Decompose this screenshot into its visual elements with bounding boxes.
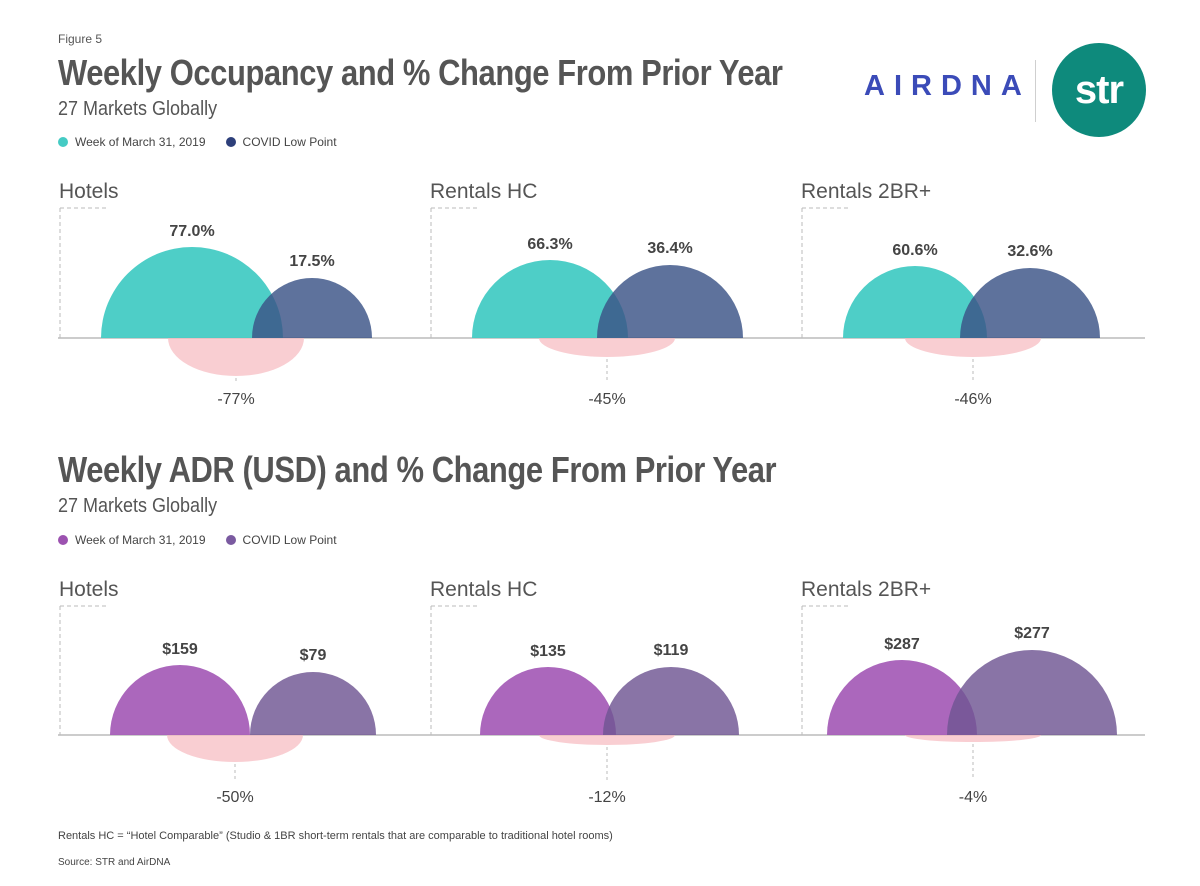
baseline-semicircle (101, 247, 283, 338)
baseline-semicircle (110, 665, 250, 735)
airdna-logo: AIRDNA (864, 70, 1031, 102)
change-ellipse (539, 735, 675, 745)
legend-item-low: COVID Low Point (225, 533, 337, 547)
legend-teal-dot-icon (58, 137, 68, 147)
low-point-value-label: 36.4% (647, 240, 692, 257)
figure-label: Figure 5 (58, 32, 103, 46)
baseline-semicircle (827, 660, 977, 735)
legend-label: COVID Low Point (242, 533, 337, 547)
low-point-value-label: $79 (300, 647, 327, 664)
change-ellipse (539, 338, 675, 357)
str-logo: str (1052, 43, 1146, 137)
low-point-value-label: $119 (654, 642, 689, 659)
legend-label: COVID Low Point (242, 135, 337, 149)
occupancy-legend: Week of March 31, 2019 COVID Low Point (58, 135, 357, 149)
low-point-semicircle (960, 268, 1100, 338)
baseline-semicircle (843, 266, 987, 338)
occupancy-chart-title: Weekly Occupancy and % Change From Prior… (58, 52, 783, 93)
legend-dark-purple-dot-icon (225, 535, 236, 545)
adr-chart-subtitle: 27 Markets Globally (58, 495, 218, 517)
low-point-semicircle (947, 650, 1117, 735)
baseline-value-label: 60.6% (892, 242, 937, 259)
panel-title: Hotels (59, 578, 119, 601)
change-ellipse (168, 338, 304, 376)
legend-item-baseline: Week of March 31, 2019 (58, 135, 206, 149)
legend-purple-dot-icon (58, 535, 68, 545)
panel-title: Rentals 2BR+ (801, 578, 931, 601)
change-label: -46% (954, 391, 991, 408)
change-ellipse (167, 735, 303, 762)
low-point-semicircle (597, 265, 743, 338)
change-label: -45% (588, 391, 625, 408)
change-label: -77% (217, 391, 254, 408)
change-ellipse (905, 338, 1041, 357)
baseline-value-label: $159 (162, 641, 198, 658)
baseline-semicircle (472, 260, 628, 338)
low-point-semicircle (252, 278, 372, 338)
low-point-value-label: 17.5% (289, 253, 334, 270)
adr-chart-title: Weekly ADR (USD) and % Change From Prior… (58, 449, 777, 490)
adr-legend: Week of March 31, 2019 COVID Low Point (58, 533, 357, 547)
change-label: -12% (588, 789, 625, 806)
panel-title: Hotels (59, 180, 119, 203)
baseline-value-label: $287 (884, 636, 920, 653)
change-ellipse (905, 735, 1041, 742)
panel-title: Rentals HC (430, 578, 537, 601)
baseline-value-label: 77.0% (169, 223, 214, 240)
low-point-semicircle (603, 667, 739, 735)
legend-navy-dot-icon (225, 137, 236, 147)
legend-label: Week of March 31, 2019 (75, 135, 206, 149)
str-logo-text: str (1074, 67, 1124, 112)
occupancy-chart-subtitle: 27 Markets Globally (58, 98, 218, 120)
logo-divider (1035, 60, 1036, 122)
baseline-semicircle (480, 667, 616, 735)
low-point-value-label: 32.6% (1007, 243, 1052, 260)
low-point-semicircle (250, 672, 376, 735)
change-label: -4% (959, 789, 987, 806)
source-note: Source: STR and AirDNA (58, 857, 171, 868)
footnote: Rentals HC = “Hotel Comparable” (Studio … (58, 830, 613, 842)
low-point-value-label: $277 (1014, 625, 1050, 642)
change-label: -50% (216, 789, 253, 806)
panel-title: Rentals HC (430, 180, 537, 203)
legend-item-baseline: Week of March 31, 2019 (58, 533, 206, 547)
baseline-value-label: $135 (530, 643, 566, 660)
panel-title: Rentals 2BR+ (801, 180, 931, 203)
baseline-value-label: 66.3% (527, 236, 572, 253)
legend-item-low: COVID Low Point (225, 135, 337, 149)
legend-label: Week of March 31, 2019 (75, 533, 206, 547)
